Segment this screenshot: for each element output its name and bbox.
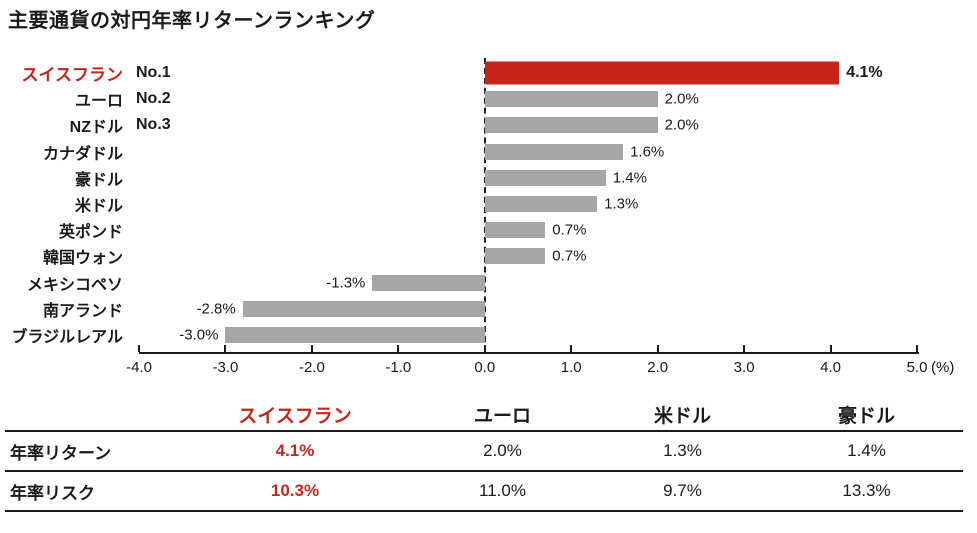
page-title: 主要通貨の対円年率リターンランキング (8, 10, 376, 32)
bar (484, 61, 840, 85)
row-label: 年率リターン (10, 443, 112, 463)
value-cell: 4.1% (275, 441, 315, 460)
chart-row: 英ポンド 0.7% (0, 217, 977, 243)
value-cell: 1.3% (663, 441, 702, 460)
rank-label: No.1 (136, 64, 171, 81)
currency-label: 英ポンド (58, 224, 123, 242)
chart-row: ブラジルレアル -3.0% (0, 322, 977, 348)
currency-label: ユーロ (74, 93, 123, 111)
x-axis-tick (138, 345, 140, 352)
bar (372, 274, 485, 291)
currency-label: 豪ドル (74, 171, 123, 189)
chart-row: 韓国ウォン 0.7% (0, 243, 977, 269)
value-cell: 11.0% (479, 481, 526, 500)
table-header-cell-usd: 米ドル (653, 405, 711, 427)
currency-label: ブラジルレアル (11, 329, 123, 346)
x-axis-tick-label: -4.0 (126, 359, 152, 376)
row-label: 年率リスク (10, 483, 95, 503)
bar (484, 169, 606, 186)
currency-label: 米ドル (74, 198, 123, 215)
x-axis-tick-label: 4.0 (820, 359, 841, 376)
bar (484, 248, 546, 265)
rank-label: No.2 (136, 90, 171, 108)
x-axis-tick-label: -3.0 (212, 359, 239, 376)
x-axis-tick (483, 345, 486, 352)
bar-value-label: -1.3% (326, 274, 366, 292)
currency-label: 韓国ウォン (42, 250, 123, 268)
x-axis-tick (916, 345, 918, 352)
x-axis-tick (656, 345, 659, 352)
chart-row: ユーロ No.2 2.0% (0, 86, 977, 112)
value-cell: 1.4% (847, 441, 886, 460)
value-cell: 2.0% (483, 441, 522, 460)
x-axis-tick-label: 2.0 (647, 359, 669, 376)
x-axis-line (139, 352, 919, 354)
summary-table: スイスフラン ユーロ 米ドル 豪ドル 年率リターン 4.1% 2.0% 1.3%… (5, 398, 963, 512)
chart-row: 米ドル 1.3% (0, 191, 977, 217)
return-ranking-bar-chart: (%) スイスフラン No.1 4.1% ユーロ No.2 2.0% NZドル No.3 2.0… (0, 58, 977, 388)
chart-row: 豪ドル 1.4% (0, 165, 977, 191)
currency-label: カナダドル (42, 145, 123, 163)
chart-row: スイスフラン No.1 4.1% (0, 60, 977, 86)
bar (484, 117, 658, 134)
currency-label: 南アランド (42, 302, 123, 320)
rank-label: No.3 (136, 116, 171, 134)
value-cell: 10.3% (270, 481, 320, 500)
x-axis-tick-label: -2.0 (298, 359, 325, 376)
chart-row: カナダドル 1.6% (0, 139, 977, 165)
bar-value-label: 1.6% (630, 143, 665, 161)
x-axis-tick-label: 0.0 (474, 359, 496, 376)
x-axis-tick-label: 1.0 (560, 359, 582, 376)
chart-row: メキシコペソ -1.3% (0, 270, 977, 296)
table-header-cell-swiss-franc: スイスフラン (238, 405, 352, 427)
bar-value-label: 2.0% (664, 90, 699, 108)
x-axis-tick (310, 345, 313, 352)
x-axis-tick (397, 345, 400, 352)
bar-value-label: 1.3% (604, 195, 639, 213)
bar-value-label: -3.0% (179, 326, 219, 344)
x-axis-unit-label: (%) (931, 359, 955, 376)
bar (242, 300, 485, 317)
bar (484, 222, 546, 239)
table-header-row: スイスフラン ユーロ 米ドル 豪ドル (5, 398, 963, 432)
bar-value-label: -2.8% (196, 300, 236, 318)
value-cell: 9.7% (663, 481, 702, 500)
value-cell: 13.3% (842, 481, 891, 500)
chart-row: NZドル No.3 2.0% (0, 112, 977, 138)
table-row-annual-return: 年率リターン 4.1% 2.0% 1.3% 1.4% (5, 432, 963, 472)
table-row-annual-risk: 年率リスク 10.3% 11.0% 9.7% 13.3% (5, 472, 963, 512)
bar-value-label: 0.7% (552, 221, 587, 239)
x-axis-tick-label: 3.0 (733, 359, 755, 376)
bar-value-label: 2.0% (664, 116, 699, 134)
x-axis-tick (743, 345, 746, 352)
bar-value-label: 0.7% (552, 247, 587, 265)
bar-value-label: 1.4% (612, 169, 647, 187)
chart-row: 南アランド -2.8% (0, 296, 977, 322)
bar (484, 91, 658, 108)
table-header-cell-euro: ユーロ (473, 405, 531, 427)
x-axis-tick (829, 345, 832, 352)
bar (484, 196, 598, 212)
x-axis-tick (570, 345, 573, 352)
currency-label: スイスフラン (21, 65, 124, 85)
x-axis-tick-label: -1.0 (385, 359, 412, 376)
x-axis-tick (224, 345, 227, 352)
table-header-cell-aud: 豪ドル (837, 405, 895, 427)
currency-label: メキシコペソ (26, 276, 123, 294)
currency-label: NZドル (69, 119, 123, 137)
bar (225, 327, 485, 343)
x-axis-tick-label: 5.0 (906, 359, 928, 376)
bar (484, 143, 624, 160)
bar-value-label: 4.1% (846, 64, 883, 81)
